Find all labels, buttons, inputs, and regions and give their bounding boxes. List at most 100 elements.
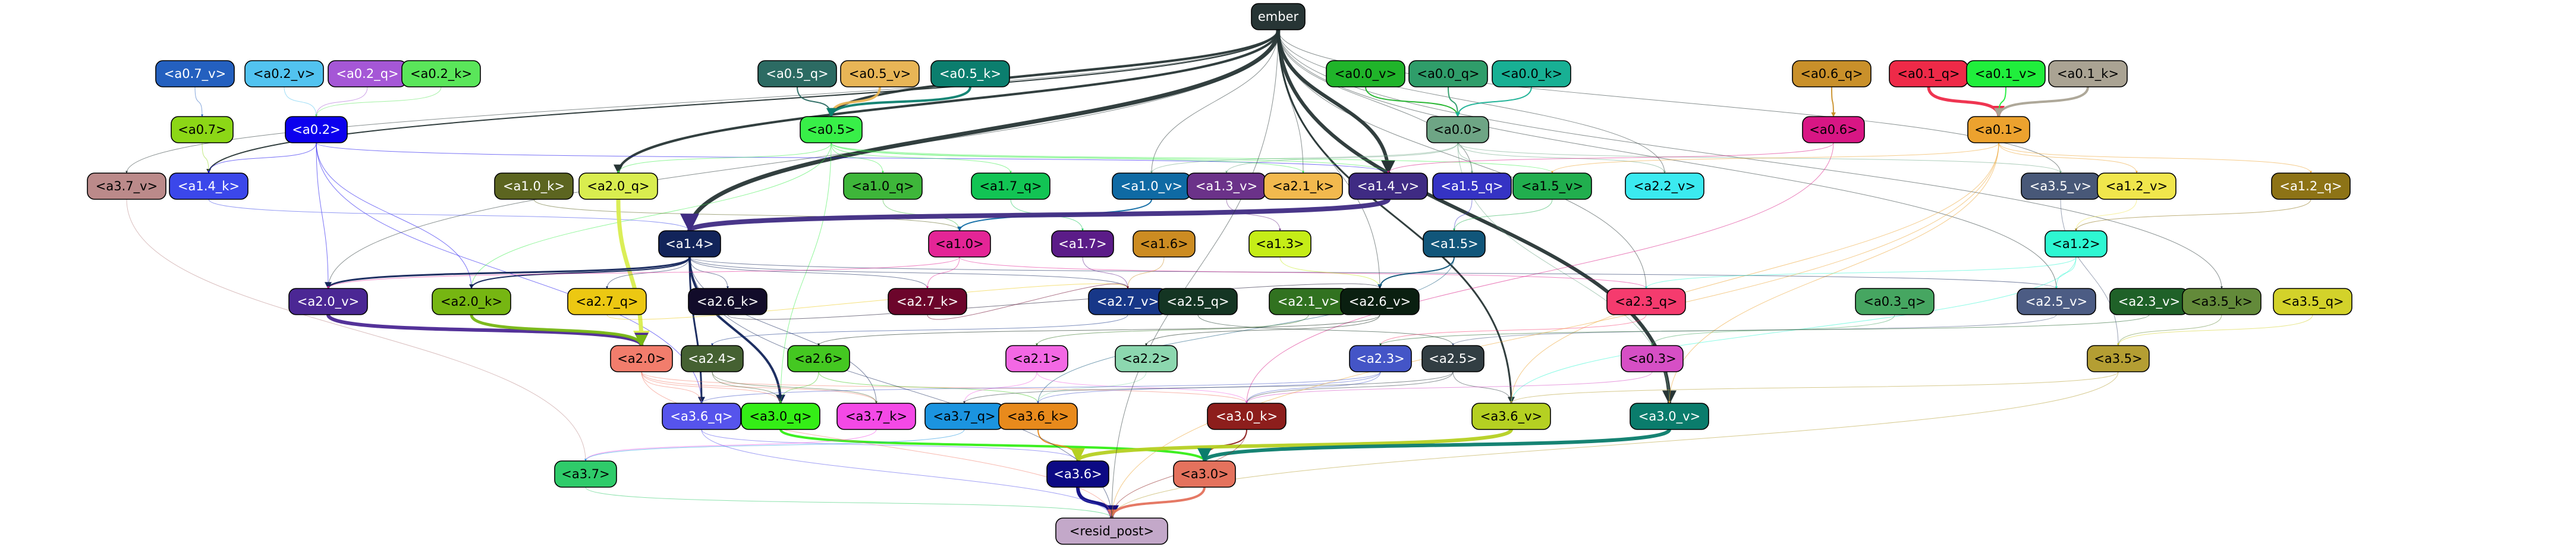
node-a2-0[interactable]: <a2.0> (610, 345, 673, 372)
node-a1-0-v[interactable]: <a1.0_v> (1112, 172, 1191, 200)
node-a0-0-k[interactable]: <a0.0_k> (1492, 60, 1571, 87)
node-label: <a2.3_v> (2118, 294, 2180, 309)
node-a2-3[interactable]: <a2.3> (1349, 345, 1412, 372)
node-a2-5-v[interactable]: <a2.5_v> (2017, 288, 2096, 315)
node-a0-1-k[interactable]: <a0.1_k> (2048, 60, 2128, 87)
node-label: <a2.7_k> (897, 294, 958, 309)
node-a3-7[interactable]: <a3.7> (554, 460, 617, 488)
node-a3-0-q[interactable]: <a3.0_q> (741, 403, 820, 430)
node-a3-0-v[interactable]: <a3.0_v> (1630, 403, 1709, 430)
node-a0-7[interactable]: <a0.7> (171, 116, 234, 143)
node-a2-1-v[interactable]: <a2.1_v> (1269, 288, 1348, 315)
node-a3-7-k[interactable]: <a3.7_k> (836, 403, 916, 430)
node-a0-2[interactable]: <a0.2> (285, 116, 348, 143)
node-a2-6-v[interactable]: <a2.6_v> (1340, 288, 1420, 315)
node-a2-6[interactable]: <a2.6> (787, 345, 850, 372)
node-a3-7-v[interactable]: <a3.7_v> (87, 172, 166, 200)
node-a1-0-q[interactable]: <a1.0_q> (843, 172, 923, 200)
edge-a1_0-to-a2_7_k (926, 256, 960, 289)
node-a0-1[interactable]: <a0.1> (1967, 116, 2030, 143)
node-label: <a3.7_k> (845, 409, 907, 424)
node-box (998, 403, 1078, 430)
node-label: <a1.4_v> (1357, 179, 1419, 194)
node-a0-0-v[interactable]: <a0.0_v> (1326, 60, 1405, 87)
edge-a1_4-to-a2_0_v (325, 256, 691, 290)
node-a0-3-q[interactable]: <a0.3_q> (1855, 288, 1935, 315)
node-a0-2-k[interactable]: <a0.2_k> (401, 60, 481, 87)
node-a1-2[interactable]: <a1.2> (2045, 230, 2108, 258)
node-a0-2-q[interactable]: <a0.2_q> (328, 60, 407, 87)
node-a1-5[interactable]: <a1.5> (1423, 230, 1486, 258)
node-a3-6-q[interactable]: <a3.6_q> (662, 403, 741, 430)
node-a3-0[interactable]: <a3.0> (1173, 460, 1236, 488)
node-a1-5-v[interactable]: <a1.5_v> (1512, 172, 1592, 200)
node-a2-3-v[interactable]: <a2.3_v> (2109, 288, 2189, 315)
node-label: <a2.6_v> (1349, 294, 1411, 309)
node-a2-7-q[interactable]: <a2.7_q> (567, 288, 647, 315)
node-label: <a2.6> (794, 352, 842, 366)
node-a0-5[interactable]: <a0.5> (800, 116, 863, 143)
node-a0-1-q[interactable]: <a0.1_q> (1889, 60, 1968, 87)
node-a0-1-v[interactable]: <a0.1_v> (1966, 60, 2046, 87)
node-label: <a3.6_q> (670, 409, 732, 424)
node-a1-5-q[interactable]: <a1.5_q> (1432, 172, 1512, 200)
node-a1-4-k[interactable]: <a1.4_k> (169, 172, 249, 200)
node-a3-6-v[interactable]: <a3.6_v> (1471, 403, 1551, 430)
node-a1-7[interactable]: <a1.7> (1051, 230, 1114, 258)
node-a2-1-k[interactable]: <a2.1_k> (1263, 172, 1343, 200)
node-a2-0-v[interactable]: <a2.0_v> (288, 288, 368, 315)
edge-a2_6-to-a3_6_k (818, 371, 1039, 404)
node-a3-5-v[interactable]: <a3.5_v> (2021, 172, 2100, 200)
node-a1-0-k[interactable]: <a1.0_k> (494, 172, 574, 200)
edge-a2_5_q-to-a2_5 (1197, 314, 1454, 346)
node-label: <a3.6> (1053, 467, 1102, 481)
node-a1-3-v[interactable]: <a1.3_v> (1187, 172, 1266, 200)
node-box (787, 345, 850, 372)
node-a2-0-k[interactable]: <a2.0_k> (432, 288, 511, 315)
node-a2-1[interactable]: <a2.1> (1005, 345, 1068, 372)
node-a2-2[interactable]: <a2.2> (1115, 345, 1178, 372)
node-resid-post[interactable]: <resid_post> (1055, 517, 1168, 545)
node-a2-0-q[interactable]: <a2.0_q> (578, 172, 658, 200)
edge-a2_5-to-a3_6_v (1452, 371, 1512, 404)
edge-a0_0_k-to-a0_0 (1455, 86, 1532, 117)
node-ember[interactable]: ember (1251, 3, 1306, 30)
node-a3-7-q[interactable]: <a3.7_q> (924, 403, 1004, 430)
node-a3-5-q[interactable]: <a3.5_q> (2273, 288, 2352, 315)
node-a1-2-q[interactable]: <a1.2_q> (2271, 172, 2351, 200)
node-a0-0-q[interactable]: <a0.0_q> (1408, 60, 1488, 87)
node-a1-2-v[interactable]: <a1.2_v> (2097, 172, 2176, 200)
node-a2-7-k[interactable]: <a2.7_k> (888, 288, 967, 315)
node-a0-2-v[interactable]: <a0.2_v> (244, 60, 324, 87)
node-a1-6[interactable]: <a1.6> (1133, 230, 1196, 258)
node-a3-5-k[interactable]: <a3.5_k> (2182, 288, 2262, 315)
node-a2-3-q[interactable]: <a2.3_q> (1606, 288, 1686, 315)
node-a0-5-q[interactable]: <a0.5_q> (757, 60, 837, 87)
node-a0-5-k[interactable]: <a0.5_k> (930, 60, 1010, 87)
node-a2-5[interactable]: <a2.5> (1421, 345, 1484, 372)
node-a1-4[interactable]: <a1.4> (658, 230, 721, 258)
node-a0-0[interactable]: <a0.0> (1426, 116, 1489, 143)
node-a3-5[interactable]: <a3.5> (2087, 345, 2150, 372)
node-a0-5-v[interactable]: <a0.5_v> (840, 60, 920, 87)
node-label: <a1.5> (1430, 237, 1478, 251)
node-label: <a3.5_v> (2030, 179, 2091, 194)
node-a0-7-v[interactable]: <a0.7_v> (155, 60, 235, 87)
node-a1-7-q[interactable]: <a1.7_q> (971, 172, 1050, 200)
node-a2-4[interactable]: <a2.4> (681, 345, 744, 372)
node-label: <a1.7> (1058, 237, 1106, 251)
node-a2-5-q[interactable]: <a2.5_q> (1158, 288, 1238, 315)
node-a0-6-q[interactable]: <a0.6_q> (1792, 60, 1872, 87)
node-a3-6-k[interactable]: <a3.6_k> (998, 403, 1078, 430)
node-a0-3[interactable]: <a0.3> (1621, 345, 1684, 372)
node-a1-0[interactable]: <a1.0> (928, 230, 991, 258)
node-a2-7-v[interactable]: <a2.7_v> (1088, 288, 1168, 315)
node-label: <a0.0_k> (1501, 67, 1562, 81)
node-a1-4-v[interactable]: <a1.4_v> (1348, 172, 1428, 200)
node-a1-3[interactable]: <a1.3> (1248, 230, 1311, 258)
node-a3-6[interactable]: <a3.6> (1046, 460, 1109, 488)
node-a2-6-k[interactable]: <a2.6_k> (688, 288, 768, 315)
node-a3-0-k[interactable]: <a3.0_k> (1207, 403, 1287, 430)
node-a0-6[interactable]: <a0.6> (1802, 116, 1865, 143)
node-a2-2-v[interactable]: <a2.2_v> (1625, 172, 1704, 200)
